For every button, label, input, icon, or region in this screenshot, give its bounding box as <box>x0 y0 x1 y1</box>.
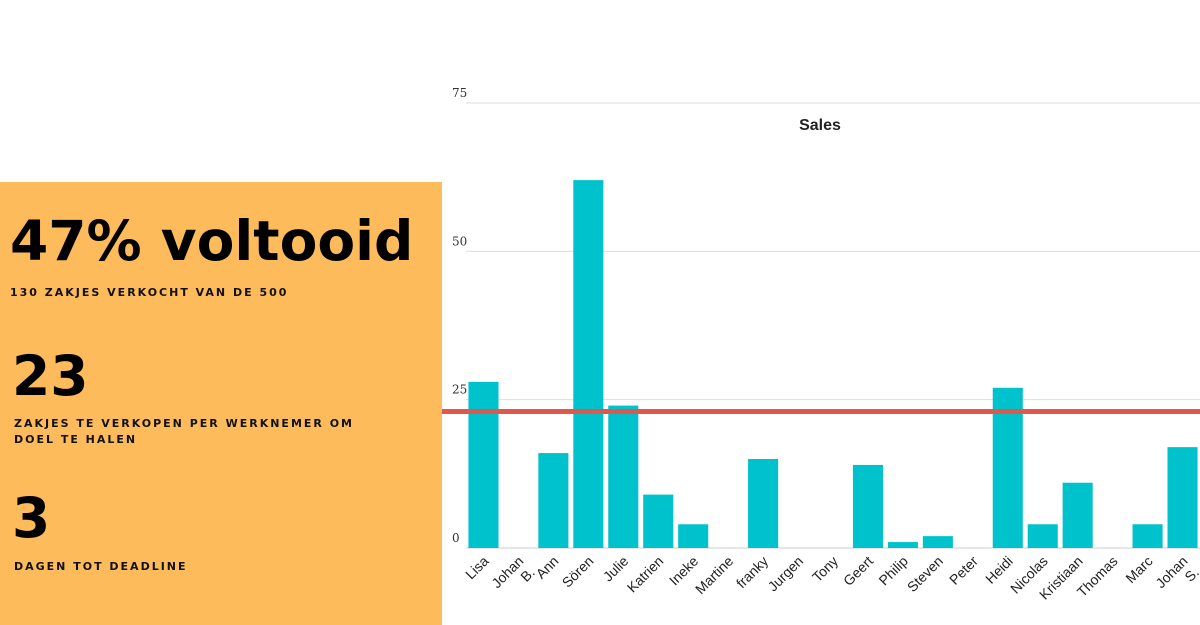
chart-title: Sales <box>799 117 841 134</box>
stats-panel: 47% voltooid 130 zakjes verkocht van de … <box>0 182 442 625</box>
x-tick-label: Peter <box>946 553 981 588</box>
bar <box>573 180 604 548</box>
percent-complete-heading: 47% voltooid <box>10 209 414 273</box>
bar <box>678 524 709 548</box>
bar <box>887 542 918 548</box>
days-left-value: 3 <box>12 486 51 550</box>
bar <box>608 405 639 548</box>
x-tick-label: Sören <box>559 553 597 591</box>
x-tick-label: Marc <box>1122 553 1155 586</box>
bags-sold-caption: 130 zakjes verkocht van de 500 <box>10 286 289 299</box>
bar <box>1167 447 1198 548</box>
bar <box>1132 524 1163 548</box>
x-tick-label: Geert <box>840 553 876 589</box>
bar <box>468 381 499 548</box>
bar <box>922 536 953 548</box>
x-tick-label: JohanS. <box>1152 553 1200 603</box>
bags-per-employee-value: 23 <box>12 344 89 408</box>
x-tick-label: Lisa <box>462 553 492 583</box>
bar <box>748 459 779 548</box>
y-tick-label: 0 <box>452 531 460 545</box>
x-tick-label: Steven <box>904 553 946 595</box>
bar <box>643 494 674 548</box>
y-tick-label: 50 <box>452 234 467 248</box>
x-tick-label: Martine <box>692 553 736 597</box>
y-tick-label: 75 <box>452 86 467 100</box>
x-tick-label: Tony <box>809 553 841 585</box>
x-tick-label: JohanB. <box>488 553 538 603</box>
x-tick-label: Katrien <box>624 553 667 596</box>
bar <box>538 453 569 548</box>
bar <box>852 464 883 548</box>
x-tick-label: Jurgen <box>765 553 807 595</box>
y-tick-label: 25 <box>452 383 467 397</box>
bar <box>1027 524 1058 548</box>
bags-per-employee-caption: zakjes te verkopen per werknemer om doel… <box>14 417 355 446</box>
bar <box>992 387 1023 548</box>
days-left-caption: dagen tot deadline <box>14 560 188 573</box>
x-tick-label: Ann <box>533 553 562 582</box>
bar <box>1062 482 1093 548</box>
